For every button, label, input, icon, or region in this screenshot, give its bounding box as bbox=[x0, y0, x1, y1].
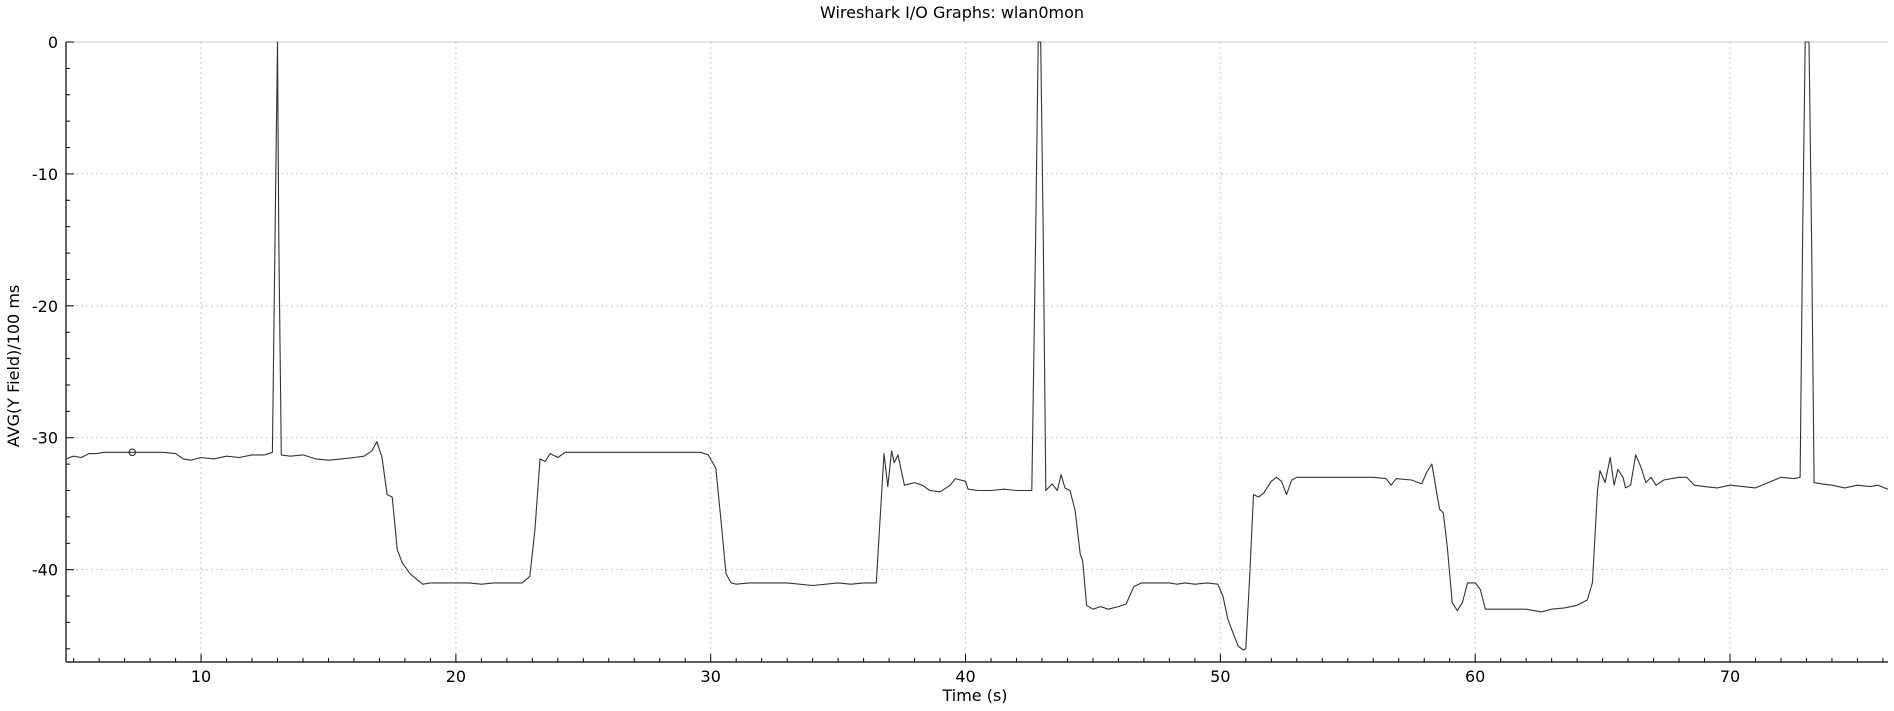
y-tick-label: -10 bbox=[32, 165, 58, 184]
x-tick-label: 10 bbox=[191, 667, 211, 686]
cursor-marker[interactable] bbox=[128, 448, 137, 457]
series-line bbox=[65, 41, 1889, 651]
x-tick-label: 60 bbox=[1465, 667, 1485, 686]
y-tick-label: -30 bbox=[32, 429, 58, 448]
x-tick-label: 50 bbox=[1210, 667, 1230, 686]
y-axis-label: AVG(Y Field)/100 ms bbox=[4, 285, 23, 447]
chart-title: Wireshark I/O Graphs: wlan0mon bbox=[820, 3, 1084, 22]
x-tick-label: 20 bbox=[446, 667, 466, 686]
x-tick-label: 70 bbox=[1720, 667, 1740, 686]
y-tick-label: -40 bbox=[32, 561, 58, 580]
x-tick-label: 40 bbox=[955, 667, 975, 686]
axes bbox=[65, 42, 1888, 663]
y-tick-label: -20 bbox=[32, 297, 58, 316]
x-axis-label: Time (s) bbox=[941, 686, 1007, 705]
y-tick-label: 0 bbox=[48, 33, 58, 52]
grid-lines bbox=[66, 41, 1888, 662]
x-tick-label: 30 bbox=[701, 667, 721, 686]
series-group bbox=[65, 41, 1889, 651]
ticks: 10 20 30 40 50 60 70 0 -10 -20 -30 -40 bbox=[32, 33, 1884, 686]
